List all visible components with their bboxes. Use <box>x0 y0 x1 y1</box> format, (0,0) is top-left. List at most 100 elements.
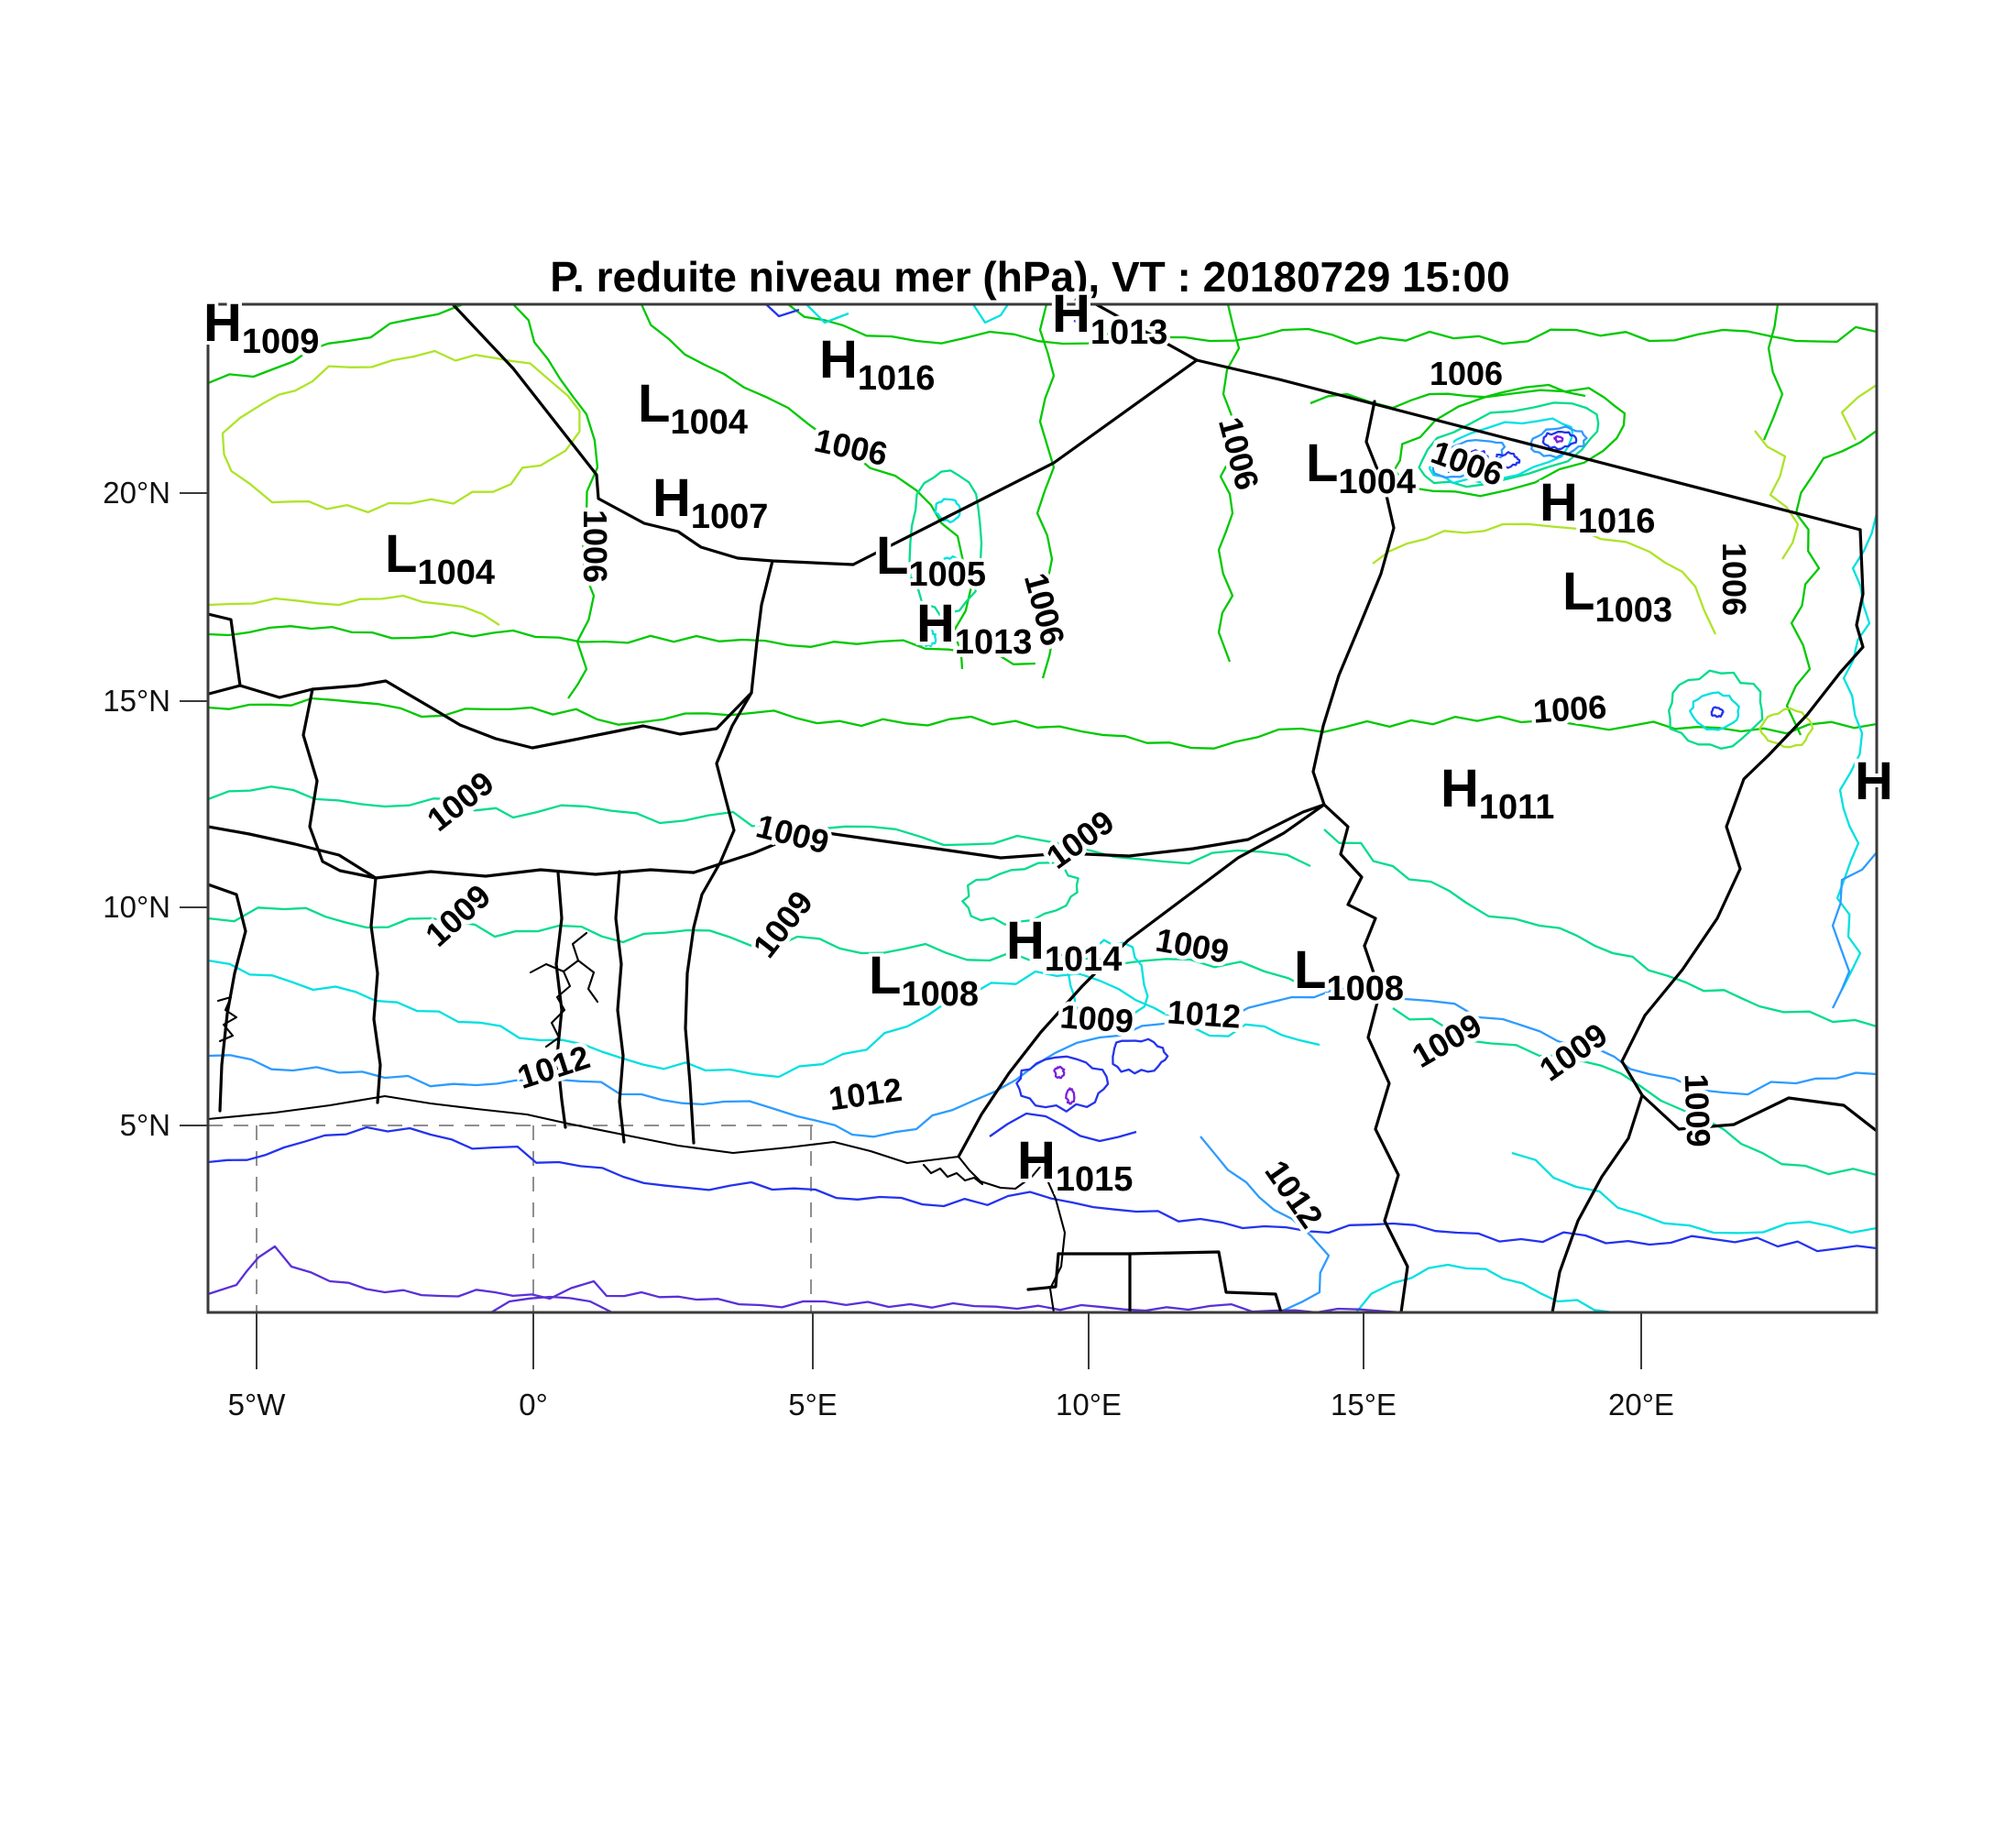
contour-label-1006: 1006 <box>576 510 614 583</box>
country-border-line <box>1195 358 1862 532</box>
pressure-center-H-1009: H1009 <box>203 293 319 361</box>
country-border-line <box>554 871 567 1129</box>
country-border-line <box>1640 1093 1877 1133</box>
pressure-center-H-1011: H1011 <box>1441 759 1554 827</box>
x-tick-label: 20°E <box>1608 1388 1674 1421</box>
contour-line-green <box>1393 387 1627 498</box>
contour-line-teal <box>1392 1007 1877 1177</box>
x-tick-label: 5°W <box>228 1388 287 1421</box>
country-border-line <box>238 679 753 750</box>
country-border-line <box>614 870 626 1144</box>
country-border-line <box>1363 944 1409 1312</box>
pressure-center-H-1016: H1016 <box>1539 473 1655 541</box>
country-borders <box>208 304 1877 1312</box>
contour-line-purple <box>1553 434 1564 444</box>
contour-line-cyan <box>1428 417 1574 485</box>
map-frame <box>206 302 1879 1314</box>
contour-label-1009: 1009 <box>1678 1073 1718 1147</box>
contour-line-green <box>787 304 1877 346</box>
contour-label-1006: 1006 <box>1532 687 1608 730</box>
contour-line-purple <box>1053 1065 1066 1080</box>
y-tick-label: 15°N <box>103 684 170 718</box>
contour-line-green <box>208 304 464 385</box>
contour-line-purple <box>1461 461 1471 470</box>
country-border-line <box>1550 1093 1644 1312</box>
x-tick-label: 15°E <box>1331 1388 1397 1421</box>
contour-line-blue <box>1015 1055 1110 1113</box>
country-border-line <box>1620 528 1865 1097</box>
contour-line-green <box>640 304 973 670</box>
country-border-line <box>1057 1250 1283 1312</box>
country-border-line <box>1311 400 1396 807</box>
contour-line-lightBlue <box>1200 1136 1331 1312</box>
country-border-line <box>208 883 247 1113</box>
contour-line-yellowGreen <box>1372 522 1717 635</box>
pressure-center-L-1004: L1004 <box>638 374 748 442</box>
contour-line-green <box>1785 430 1877 736</box>
contour-line-teal <box>908 469 983 617</box>
coastline-segment <box>922 1163 984 1186</box>
x-tick-label: 10°E <box>1056 1388 1122 1421</box>
country-border-line <box>1026 1252 1060 1291</box>
y-tick-label: 10°N <box>103 890 170 924</box>
contour-line-cyan <box>208 959 780 1079</box>
country-border-line <box>957 803 1326 1158</box>
contour-line-purple <box>1065 1087 1076 1105</box>
contour-line-teal <box>1418 401 1600 488</box>
contour-line-cyan <box>934 498 961 524</box>
contour-line-yellowGreen <box>221 349 581 514</box>
contour-line-cyan <box>972 304 1009 324</box>
country-border-line <box>374 868 696 880</box>
contour-line-blue <box>765 304 800 318</box>
coastline-segment <box>216 995 238 1043</box>
country-border-line <box>692 803 1326 874</box>
pressure-center-L-1005: L1005 <box>876 526 986 594</box>
y-tick-label: 20°N <box>103 476 170 510</box>
coastline-segment <box>544 931 588 1048</box>
pressure-center-L-1004: L1004 <box>385 524 495 592</box>
contour-line-violet <box>490 1295 613 1312</box>
contour-line-yellowGreen <box>1840 384 1877 441</box>
pressure-center-H-1007: H1007 <box>652 468 768 536</box>
axis-labels: 5°W 0° 5°E 10°E 15°E 20°E 20°N 15°N 10°N 5°N <box>103 476 1674 1421</box>
pressure-contours <box>208 304 1877 1312</box>
pressure-center-H-1016: H1016 <box>819 330 935 398</box>
contour-line-yellowGreen <box>208 594 500 626</box>
coastline-segment <box>208 1094 1067 1312</box>
country-border-line <box>1094 304 1199 362</box>
contour-line-teal <box>1323 829 1877 1028</box>
contour-line-green <box>1032 304 1056 679</box>
contour-line-violet <box>208 1245 1403 1312</box>
coastline <box>208 931 1067 1312</box>
contour-line-blue <box>1112 1037 1169 1075</box>
contour-line-green <box>208 625 1036 665</box>
contour-label-1006: 1006 <box>1430 355 1503 392</box>
contour-line-cyan <box>805 304 849 324</box>
contour-line-cyan <box>1511 1151 1877 1235</box>
contour-line-yellowGreen <box>1759 707 1814 749</box>
map-title: P. reduite niveau mer (hPa), VT : 201807… <box>550 253 1509 301</box>
contour-line-green <box>1762 304 1784 441</box>
contour-line-cyan <box>937 554 964 576</box>
country-border-line <box>452 304 855 566</box>
contour-line-blue <box>1492 451 1521 469</box>
contour-line-green <box>208 697 1877 750</box>
contour-line-blue <box>1073 319 1091 328</box>
coastline-segment <box>576 959 599 1004</box>
contour-line-cyan <box>1689 691 1740 731</box>
axis-ticks <box>180 492 1642 1369</box>
contour-line-teal <box>961 862 1079 926</box>
contour-line-lightBlue <box>1831 851 1877 1009</box>
contour-label-1006: 1006 <box>1715 543 1753 616</box>
contour-line-blue <box>989 1112 1137 1143</box>
contour-line-blue <box>208 1125 1877 1253</box>
country-border-line <box>208 612 242 696</box>
country-border-line <box>208 825 378 880</box>
country-border-line <box>1322 803 1377 948</box>
pressure-center-L-1008: L1008 <box>869 946 979 1014</box>
y-tick-label: 5°N <box>120 1108 170 1142</box>
contour-line-blue <box>1443 449 1489 475</box>
contour-line-blue <box>1710 706 1725 719</box>
pressure-center-H-1015: H1015 <box>1017 1131 1133 1199</box>
